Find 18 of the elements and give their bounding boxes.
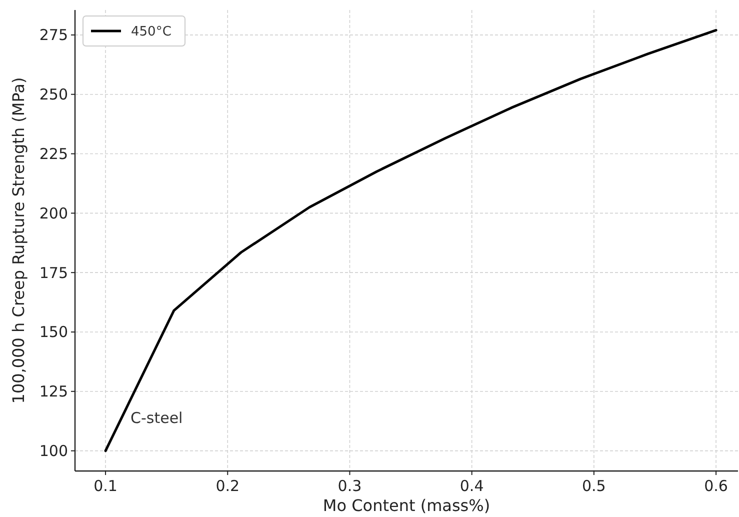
annotation: C-steel [130, 409, 183, 428]
x-tick-label: 0.1 [94, 477, 118, 495]
x-axis-title: Mo Content (mass%) [322, 496, 490, 515]
legend-label: 450°C [131, 24, 172, 40]
x-tick-label: 0.2 [216, 477, 240, 495]
y-tick-label: 150 [39, 323, 68, 342]
y-tick-label: 125 [39, 382, 68, 401]
y-tick-label: 200 [39, 204, 68, 222]
y-tick-label: 250 [39, 86, 68, 104]
y-tick-label: 225 [39, 145, 68, 164]
y-tick-label: 275 [39, 26, 68, 44]
x-tick-label: 0.3 [338, 477, 362, 495]
x-tick-label: 0.6 [704, 477, 728, 495]
y-tick-label: 175 [39, 264, 68, 282]
x-tick-label: 0.4 [460, 477, 484, 495]
y-tick-label: 100 [39, 442, 68, 460]
x-tick-label: 0.5 [582, 477, 606, 495]
y-axis-title: 100,000 h Creep Rupture Strength (MPa) [9, 77, 28, 404]
